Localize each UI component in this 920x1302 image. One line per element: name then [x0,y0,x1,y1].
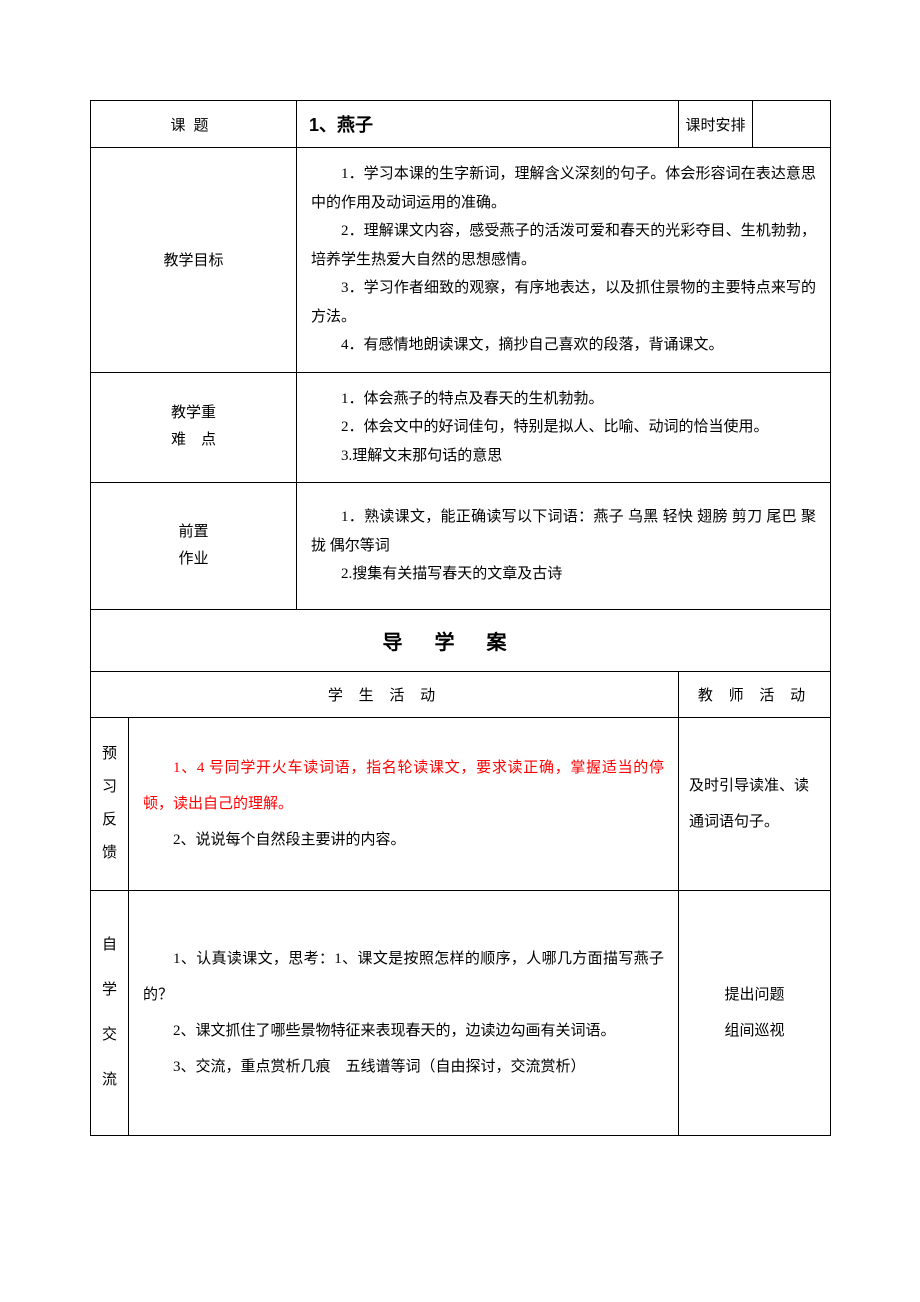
prework-label: 前置 作业 [91,483,297,610]
prework-label-line: 前置 [99,519,288,546]
goals-line: 4．有感情地朗读课文，摘抄自己喜欢的段落，背诵课文。 [311,331,816,360]
teacher-line: 组间巡视 [689,1013,820,1049]
goals-line: 3．学习作者细致的观察，有序地表达，以及抓住景物的主要特点来写的方法。 [311,274,816,331]
topic-label: 课题 [91,101,297,148]
goals-label: 教学目标 [91,148,297,373]
teacher-header: 教 师 活 动 [679,671,831,717]
preview-char: 反 [95,804,124,837]
prework-label-line: 作业 [99,546,288,573]
table-row: 教学目标 1．学习本课的生字新词，理解含义深刻的句子。体会形容词在表达意思中的作… [91,148,831,373]
table-row: 预 习 反 馈 1、4 号同学开火车读词语，指名轮读课文，要求读正确，掌握适当的… [91,717,831,890]
guide-title: 导学案 [91,609,831,671]
table-row: 课题 1、燕子 课时安排 [91,101,831,148]
goals-content: 1．学习本课的生字新词，理解含义深刻的句子。体会形容词在表达意思中的作用及动词运… [297,148,831,373]
selfstudy-line: 1、认真读课文，思考：1、课文是按照怎样的顺序，人哪几方面描写燕子的？ [143,941,664,1013]
selfstudy-char: 流 [95,1058,124,1103]
lesson-plan-table: 课题 1、燕子 课时安排 教学目标 1．学习本课的生字新词，理解含义深刻的句子。… [90,100,831,1136]
selfstudy-line: 2、课文抓住了哪些景物特征来表现春天的，边读边勾画有关词语。 [143,1013,664,1049]
difficulty-label: 教学重 难 点 [91,372,297,483]
schedule-label: 课时安排 [679,101,753,148]
prework-line: 2.搜集有关描写春天的文章及古诗 [311,560,816,589]
preview-student-line: 2、说说每个自然段主要讲的内容。 [143,822,664,858]
preview-label: 预 习 反 馈 [91,717,129,890]
selfstudy-label: 自 学 交 流 [91,890,129,1135]
preview-char: 馈 [95,837,124,870]
table-row: 自 学 交 流 1、认真读课文，思考：1、课文是按照怎样的顺序，人哪几方面描写燕… [91,890,831,1135]
difficulty-line: 2．体会文中的好词佳句，特别是拟人、比喻、动词的恰当使用。 [311,413,816,442]
selfstudy-char: 交 [95,1013,124,1058]
selfstudy-char: 学 [95,968,124,1013]
schedule-value [753,101,831,148]
table-row: 学 生 活 动 教 师 活 动 [91,671,831,717]
preview-student: 1、4 号同学开火车读词语，指名轮读课文，要求读正确，掌握适当的停顿，读出自己的… [129,717,679,890]
prework-line: 1．熟读课文，能正确读写以下词语：燕子 乌黑 轻快 翅膀 剪刀 尾巴 聚拢 偶尔… [311,503,816,560]
preview-char: 预 [95,738,124,771]
teacher-line: 提出问题 [689,977,820,1013]
prework-content: 1．熟读课文，能正确读写以下词语：燕子 乌黑 轻快 翅膀 剪刀 尾巴 聚拢 偶尔… [297,483,831,610]
preview-char: 习 [95,771,124,804]
table-row: 教学重 难 点 1．体会燕子的特点及春天的生机勃勃。 2．体会文中的好词佳句，特… [91,372,831,483]
difficulty-label-line: 难 点 [99,427,288,454]
table-row: 前置 作业 1．熟读课文，能正确读写以下词语：燕子 乌黑 轻快 翅膀 剪刀 尾巴… [91,483,831,610]
table-row: 导学案 [91,609,831,671]
selfstudy-line: 3、交流，重点赏析几痕 五线谱等词（自由探讨，交流赏析） [143,1049,664,1085]
goals-line: 2．理解课文内容，感受燕子的活泼可爱和春天的光彩夺目、生机勃勃，培养学生热爱大自… [311,217,816,274]
preview-student-red: 1、4 号同学开火车读词语，指名轮读课文，要求读正确，掌握适当的停顿，读出自己的… [143,750,664,822]
difficulty-content: 1．体会燕子的特点及春天的生机勃勃。 2．体会文中的好词佳句，特别是拟人、比喻、… [297,372,831,483]
selfstudy-student: 1、认真读课文，思考：1、课文是按照怎样的顺序，人哪几方面描写燕子的？ 2、课文… [129,890,679,1135]
goals-line: 1．学习本课的生字新词，理解含义深刻的句子。体会形容词在表达意思中的作用及动词运… [311,160,816,217]
preview-teacher: 及时引导读准、读通词语句子。 [679,717,831,890]
selfstudy-teacher: 提出问题 组间巡视 [679,890,831,1135]
student-header: 学 生 活 动 [91,671,679,717]
selfstudy-char: 自 [95,923,124,968]
difficulty-line: 3.理解文末那句话的意思 [311,442,816,471]
topic-value: 1、燕子 [297,101,679,148]
difficulty-label-line: 教学重 [99,400,288,427]
difficulty-line: 1．体会燕子的特点及春天的生机勃勃。 [311,385,816,414]
